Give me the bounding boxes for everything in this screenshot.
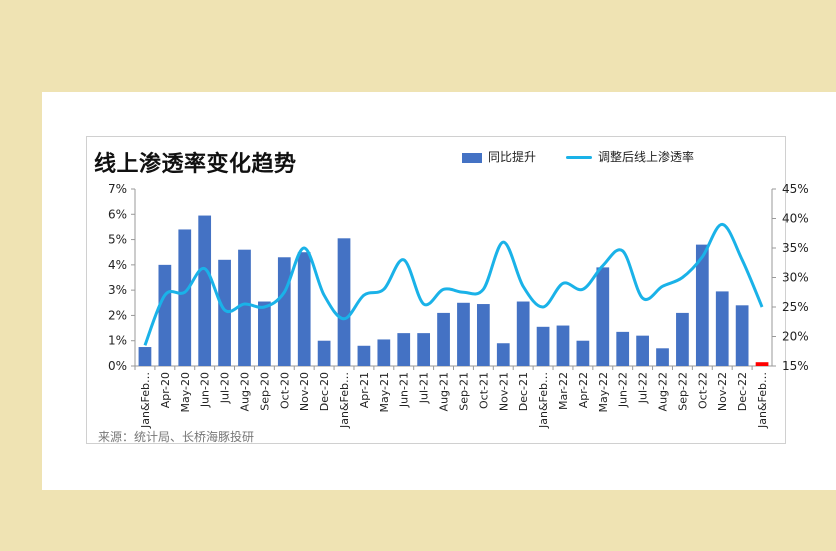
right-tick-label: 45%: [782, 182, 809, 196]
left-tick-label: 2%: [108, 308, 127, 322]
right-tick-label: 25%: [782, 300, 809, 314]
bar: [496, 343, 510, 366]
right-tick-label: 40%: [782, 212, 809, 226]
bar: [656, 348, 669, 366]
bar: [198, 215, 212, 366]
x-tick-label: Oct-20: [278, 372, 291, 409]
penetration-rate-line: [143, 222, 764, 346]
bar: [715, 291, 729, 366]
x-tick-label: Jul-20: [219, 372, 232, 404]
x-tick-label: Nov-21: [497, 372, 510, 411]
bar: [218, 259, 231, 366]
bar: [357, 345, 371, 366]
legend-bar-swatch: [462, 152, 482, 163]
bar: [755, 362, 769, 366]
x-tick-label: Aug-21: [438, 372, 451, 411]
bar: [397, 333, 411, 366]
bar: [516, 301, 530, 366]
bar: [297, 252, 311, 366]
x-tick-label: Jun-20: [199, 372, 212, 408]
x-tick-label: Dec-21: [517, 372, 530, 411]
x-tick-label: Dec-20: [318, 372, 331, 411]
x-tick-label: Jan&Feb…: [338, 372, 351, 429]
legend-bar-label: 同比提升: [488, 150, 537, 164]
x-tick-label: Sep-22: [676, 372, 689, 411]
bar: [596, 267, 610, 366]
x-tick-label: Dec-22: [736, 372, 749, 411]
bar: [556, 325, 570, 366]
bar: [636, 335, 649, 366]
bar: [238, 249, 251, 366]
source-note: 来源：统计局、长桥海豚投研: [98, 430, 255, 444]
left-tick-label: 6%: [108, 207, 127, 221]
x-tick-label: Oct-21: [477, 372, 490, 409]
x-tick-label: Jun-21: [398, 372, 411, 408]
x-tick-label: Sep-21: [457, 372, 470, 411]
bar: [536, 326, 550, 366]
bar: [457, 302, 470, 366]
left-tick-label: 4%: [108, 258, 127, 272]
x-tick-label: Oct-22: [696, 372, 709, 409]
x-tick-label: Jul-21: [418, 372, 431, 404]
right-tick-label: 30%: [782, 271, 809, 285]
x-tick-label: Jun-22: [617, 372, 630, 408]
x-tick-label: Nov-22: [716, 372, 729, 411]
left-tick-label: 3%: [108, 283, 127, 297]
bar: [476, 304, 490, 366]
right-tick-label: 15%: [782, 359, 809, 373]
left-tick-label: 0%: [108, 359, 127, 373]
chart-title: 线上渗透率变化趋势: [94, 152, 297, 177]
bar: [417, 333, 431, 366]
left-tick-label: 5%: [108, 233, 127, 247]
bar: [158, 264, 172, 366]
bar: [377, 339, 391, 366]
x-tick-label: Apr-21: [358, 372, 371, 408]
bar: [178, 229, 192, 366]
legend-line-swatch: [566, 156, 592, 159]
bar: [735, 305, 749, 366]
bar: [576, 340, 590, 366]
bar: [695, 244, 709, 366]
x-tick-label: Apr-22: [577, 372, 590, 408]
x-tick-label: Jan&Feb…: [537, 372, 550, 429]
legend-line-label: 调整后线上渗透率: [598, 150, 695, 164]
chart-frame: [86, 136, 786, 444]
x-tick-label: May-22: [597, 372, 610, 413]
x-tick-label: Apr-20: [159, 372, 172, 408]
x-tick-label: Nov-20: [298, 372, 311, 411]
x-tick-label: Aug-20: [238, 372, 251, 411]
bar: [337, 238, 351, 366]
bar: [676, 312, 689, 366]
bar: [437, 312, 450, 366]
x-tick-label: Jan&Feb…: [139, 372, 152, 429]
legend-line-entry: 调整后线上渗透率: [566, 148, 694, 164]
x-tick-label: Mar-22: [557, 372, 570, 410]
bar: [616, 331, 630, 366]
left-tick-label: 1%: [108, 334, 127, 348]
x-tick-label: May-20: [179, 372, 192, 413]
x-tick-label: May-21: [378, 372, 391, 413]
bar: [277, 257, 291, 366]
x-tick-label: Jul-22: [637, 372, 650, 404]
right-tick-label: 20%: [782, 330, 809, 344]
bar: [258, 301, 271, 366]
left-tick-label: 7%: [108, 182, 127, 196]
bar: [138, 347, 152, 366]
right-tick-label: 35%: [782, 241, 809, 255]
bar: [317, 340, 331, 366]
x-tick-label: Jan&Feb…: [756, 372, 769, 429]
x-tick-label: Aug-22: [657, 372, 670, 411]
x-tick-label: Sep-20: [258, 372, 271, 411]
legend-bar-entry: 同比提升: [462, 148, 536, 164]
